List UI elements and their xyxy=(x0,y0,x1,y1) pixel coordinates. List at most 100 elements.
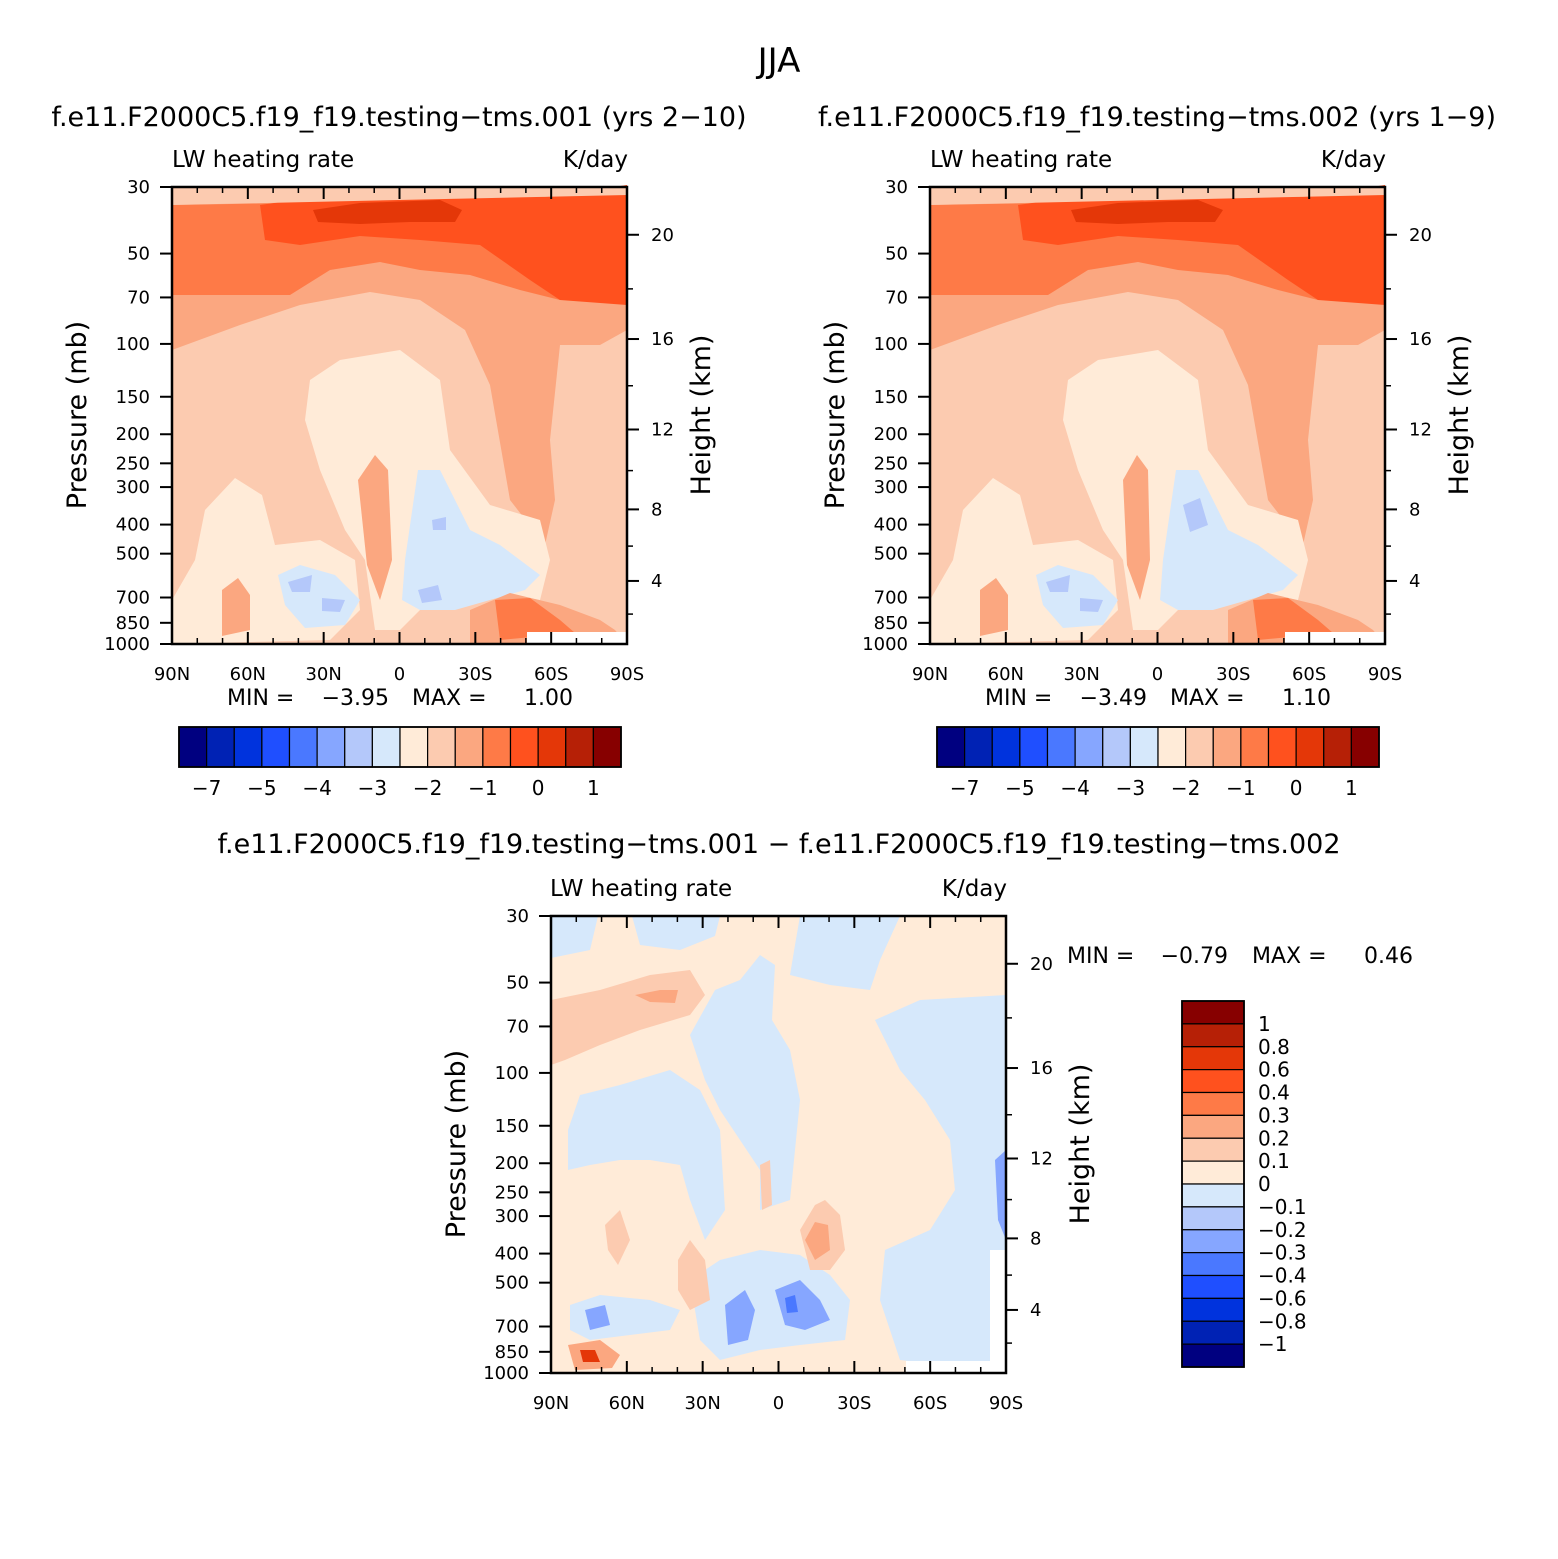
panel-3-field-cool-east xyxy=(875,995,1006,1373)
panel-3-ylabel: Pressure (mb) xyxy=(441,1050,472,1238)
x-tick-label: 0 xyxy=(1152,664,1163,685)
colorbar-border xyxy=(936,726,1380,768)
colorbar-border xyxy=(1181,1000,1245,1368)
y-tick-label: 50 xyxy=(506,973,529,994)
colorbar-swatch xyxy=(565,726,594,768)
x-tick-label: 60N xyxy=(230,664,266,685)
x-tick-label: 60N xyxy=(609,1393,645,1414)
colorbar-label: 0 xyxy=(532,776,545,800)
panel-1-max-label: MAX = xyxy=(412,686,487,711)
panel-3-field-cool-east-edge xyxy=(995,1150,1006,1240)
panel-3-max-value: 0.46 xyxy=(1364,944,1413,969)
height-tick-label: 16 xyxy=(651,329,674,350)
panel-3-field-cool-central xyxy=(690,955,800,1210)
panel-1-field xyxy=(170,185,629,646)
colorbar-label: 0.3 xyxy=(1258,1103,1290,1127)
x-tick-label: 30S xyxy=(458,664,492,685)
height-tick-label: 20 xyxy=(1409,225,1432,246)
colorbar-label: −0.1 xyxy=(1258,1195,1307,1219)
colorbar-label: −2 xyxy=(413,776,442,800)
y-tick-label: 100 xyxy=(116,334,150,355)
x-tick-label: 60S xyxy=(913,1393,947,1414)
colorbar-label: −1 xyxy=(1226,776,1255,800)
colorbar-swatch xyxy=(1185,726,1214,768)
colorbar-label: 0.8 xyxy=(1258,1035,1290,1059)
panel-3-field-warm-streak-b xyxy=(678,1240,710,1310)
colorbar-label: −4 xyxy=(1060,776,1089,800)
colorbar-label: −1 xyxy=(468,776,497,800)
colorbar-swatch xyxy=(1240,726,1270,768)
colorbar-swatch xyxy=(261,726,291,768)
y-tick-label: 500 xyxy=(116,544,150,565)
panel-2-min-label: MIN = xyxy=(985,686,1052,711)
y-tick-label: 150 xyxy=(495,1116,529,1137)
colorbar-swatch xyxy=(1323,726,1352,768)
colorbar-label: 0.2 xyxy=(1258,1126,1290,1150)
y-tick-label: 400 xyxy=(874,515,908,536)
page-title: JJA xyxy=(756,41,801,81)
colorbar-swatch xyxy=(288,726,318,768)
height-tick-label: 12 xyxy=(651,419,674,440)
panel-1-field-sw-hot xyxy=(495,598,575,640)
y-tick-label: 300 xyxy=(874,477,908,498)
y-tick-label: 400 xyxy=(116,515,150,536)
panel-3-field-cool-nw xyxy=(551,916,598,958)
panel-2-field-core xyxy=(1071,200,1223,224)
panel-1-axes: 90N 60N 30N 0 30S 60S 90S 30 50 70 100 150 200 250 300… xyxy=(104,177,674,685)
panel-1-field-cold-core-c xyxy=(418,585,442,603)
panel-3-field-missing-east xyxy=(990,1250,1006,1361)
panel-2-ylabel-right: Height (km) xyxy=(1444,335,1475,496)
colorbar-label: −3 xyxy=(358,776,387,800)
colorbar-swatch xyxy=(964,726,993,768)
panel-1-field-warm-spike xyxy=(358,455,392,600)
y-tick-label: 150 xyxy=(874,387,908,408)
y-tick-label: 200 xyxy=(495,1153,529,1174)
colorbar-label: −5 xyxy=(1005,776,1034,800)
panel-2-variable-label: LW heating rate xyxy=(930,147,1112,173)
colorbar-label: −0.2 xyxy=(1258,1218,1307,1242)
panel-3-axes: 90N 60N 30N 0 30S 60S 90S 30 50 70 100 150 200 250 300… xyxy=(483,906,1053,1414)
colorbar-label: −3 xyxy=(1116,776,1145,800)
panel-2: f.e11.F2000C5.f19_f19.testing−tms.002 (y… xyxy=(818,102,1496,800)
panel-2-colorbar: −7 −5 −4 −3 −2 −1 0 1 xyxy=(936,726,1380,800)
y-tick-label: 250 xyxy=(495,1182,529,1203)
panel-3-min-label: MIN = xyxy=(1067,944,1134,969)
panel-3-variable-label: LW heating rate xyxy=(550,876,732,902)
panel-1-field-cold-core-a xyxy=(288,575,312,592)
y-tick-label: 30 xyxy=(127,177,150,198)
colorbar-label: −7 xyxy=(192,776,221,800)
y-tick-label: 300 xyxy=(495,1206,529,1227)
panel-1-min-label: MIN = xyxy=(227,686,294,711)
panel-1-ylabel: Pressure (mb) xyxy=(62,321,93,509)
y-tick-label: 70 xyxy=(506,1016,529,1037)
colorbar-swatch xyxy=(1181,1183,1245,1208)
panel-3-field-cool-band xyxy=(568,1070,725,1240)
panel-3-field-warm-streak-c xyxy=(760,1160,772,1210)
panel-1: f.e11.F2000C5.f19_f19.testing−tms.001 (y… xyxy=(51,102,746,800)
x-tick-label: 90S xyxy=(610,664,644,685)
panel-1-field-cool-tongue xyxy=(402,470,540,610)
height-tick-label: 4 xyxy=(651,571,662,592)
y-tick-label: 70 xyxy=(127,287,150,308)
panel-2-field-cold-core-c xyxy=(1183,498,1208,532)
panel-2-field-cold-core-b xyxy=(1080,598,1103,612)
colorbar-swatch xyxy=(1181,1091,1245,1116)
x-tick-label: 60S xyxy=(1292,664,1326,685)
panel-2-axes: 90N 60N 30N 0 30S 60S 90S 30 50 70 100 150 200 250 300… xyxy=(862,177,1432,685)
x-tick-label: 0 xyxy=(394,664,405,685)
colorbar-swatch xyxy=(1267,726,1297,768)
colorbar-swatch xyxy=(1074,726,1104,768)
y-tick-label: 150 xyxy=(116,387,150,408)
panel-2-min-value: −3.49 xyxy=(1080,686,1147,711)
panel-1-ylabel-right: Height (km) xyxy=(686,335,717,496)
x-tick-label: 90N xyxy=(154,664,190,685)
colorbar-swatch xyxy=(1181,1297,1245,1322)
panel-3-field-warm-blob-core xyxy=(805,1222,830,1260)
panel-1-variable-label: LW heating rate xyxy=(172,147,354,173)
y-tick-label: 30 xyxy=(506,906,529,927)
colorbar-swatch xyxy=(592,726,622,768)
height-tick-label: 16 xyxy=(1030,1058,1053,1079)
y-tick-label: 700 xyxy=(495,1317,529,1338)
colorbar-label: 0.1 xyxy=(1258,1149,1290,1173)
y-tick-label: 200 xyxy=(874,424,908,445)
